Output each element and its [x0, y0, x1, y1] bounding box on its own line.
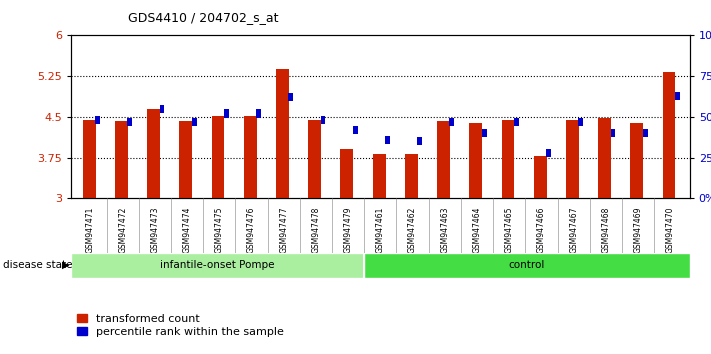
Text: GSM947463: GSM947463	[440, 206, 449, 253]
Text: GSM947473: GSM947473	[150, 206, 159, 253]
Bar	[353, 126, 358, 134]
Bar	[244, 116, 257, 198]
Bar	[469, 123, 482, 198]
Bar	[417, 137, 422, 145]
Bar	[675, 92, 680, 100]
Text: disease state: disease state	[3, 260, 73, 270]
Bar	[534, 156, 547, 198]
Text: GSM947469: GSM947469	[634, 206, 643, 253]
Text: GSM947465: GSM947465	[505, 206, 514, 253]
Bar	[276, 69, 289, 198]
Bar	[224, 109, 229, 118]
Text: GSM947476: GSM947476	[247, 206, 256, 253]
Text: GSM947467: GSM947467	[570, 206, 578, 253]
Bar	[82, 120, 95, 198]
Bar	[341, 149, 353, 198]
Bar	[578, 118, 583, 126]
Bar	[308, 120, 321, 198]
Bar	[482, 129, 486, 137]
Text: GSM947470: GSM947470	[665, 206, 675, 253]
Bar	[321, 116, 326, 124]
Bar	[373, 154, 385, 198]
Bar	[437, 121, 450, 198]
Bar	[115, 121, 128, 198]
Text: infantile-onset Pompe: infantile-onset Pompe	[161, 261, 275, 270]
Bar	[598, 118, 611, 198]
Bar	[212, 116, 225, 198]
Text: GSM947466: GSM947466	[537, 206, 546, 253]
Bar	[643, 129, 648, 137]
Text: GSM947464: GSM947464	[473, 206, 481, 253]
Legend: transformed count, percentile rank within the sample: transformed count, percentile rank withi…	[77, 314, 284, 337]
Bar	[71, 253, 364, 278]
Text: GSM947475: GSM947475	[215, 206, 224, 253]
Bar	[611, 129, 616, 137]
Text: GSM947479: GSM947479	[343, 206, 353, 253]
Text: GSM947468: GSM947468	[602, 206, 611, 253]
Bar	[405, 154, 418, 198]
Bar	[631, 123, 643, 198]
Bar	[501, 120, 514, 198]
Bar	[289, 93, 293, 101]
Bar	[192, 118, 196, 126]
Bar	[179, 121, 192, 198]
Text: GSM947461: GSM947461	[376, 206, 385, 253]
Bar	[514, 118, 519, 126]
Text: GSM947477: GSM947477	[279, 206, 288, 253]
Bar	[159, 104, 164, 113]
Bar	[256, 109, 261, 118]
Text: control: control	[508, 261, 545, 270]
Text: GSM947472: GSM947472	[118, 206, 127, 253]
Text: GSM947474: GSM947474	[183, 206, 191, 253]
Bar	[127, 118, 132, 126]
Bar	[566, 120, 579, 198]
Bar	[364, 253, 690, 278]
Text: GSM947471: GSM947471	[86, 206, 95, 253]
Bar	[147, 109, 160, 198]
Text: ▶: ▶	[62, 260, 70, 270]
Bar	[95, 116, 100, 124]
Text: GDS4410 / 204702_s_at: GDS4410 / 204702_s_at	[128, 11, 279, 24]
Text: GSM947478: GSM947478	[311, 206, 321, 253]
Bar	[663, 72, 675, 198]
Bar	[449, 118, 454, 126]
Bar	[385, 136, 390, 144]
Text: GSM947462: GSM947462	[408, 206, 417, 253]
Bar	[546, 149, 551, 157]
